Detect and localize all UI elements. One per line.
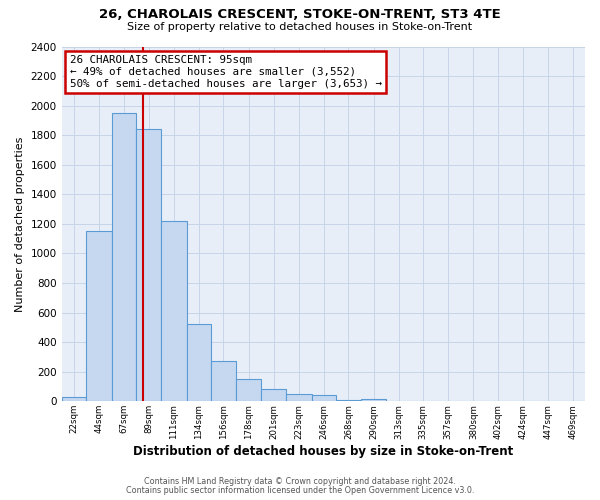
Text: 26 CHAROLAIS CRESCENT: 95sqm
← 49% of detached houses are smaller (3,552)
50% of: 26 CHAROLAIS CRESCENT: 95sqm ← 49% of de… bbox=[70, 56, 382, 88]
Bar bbox=[211, 362, 236, 402]
Bar bbox=[361, 399, 386, 402]
Bar bbox=[311, 396, 336, 402]
Text: Contains HM Land Registry data © Crown copyright and database right 2024.: Contains HM Land Registry data © Crown c… bbox=[144, 477, 456, 486]
Bar bbox=[112, 113, 136, 402]
Bar bbox=[86, 232, 112, 402]
Text: 26, CHAROLAIS CRESCENT, STOKE-ON-TRENT, ST3 4TE: 26, CHAROLAIS CRESCENT, STOKE-ON-TRENT, … bbox=[99, 8, 501, 20]
Bar bbox=[286, 394, 311, 402]
Bar bbox=[411, 400, 436, 402]
Text: Contains public sector information licensed under the Open Government Licence v3: Contains public sector information licen… bbox=[126, 486, 474, 495]
Text: Size of property relative to detached houses in Stoke-on-Trent: Size of property relative to detached ho… bbox=[127, 22, 473, 32]
Bar bbox=[62, 397, 86, 402]
Bar bbox=[236, 379, 262, 402]
Bar bbox=[436, 400, 461, 402]
Y-axis label: Number of detached properties: Number of detached properties bbox=[15, 136, 25, 312]
Bar bbox=[510, 400, 536, 402]
Bar bbox=[386, 400, 411, 402]
Bar bbox=[336, 400, 361, 402]
X-axis label: Distribution of detached houses by size in Stoke-on-Trent: Distribution of detached houses by size … bbox=[133, 444, 514, 458]
Bar bbox=[136, 130, 161, 402]
Bar bbox=[187, 324, 211, 402]
Bar bbox=[262, 390, 286, 402]
Bar bbox=[161, 221, 187, 402]
